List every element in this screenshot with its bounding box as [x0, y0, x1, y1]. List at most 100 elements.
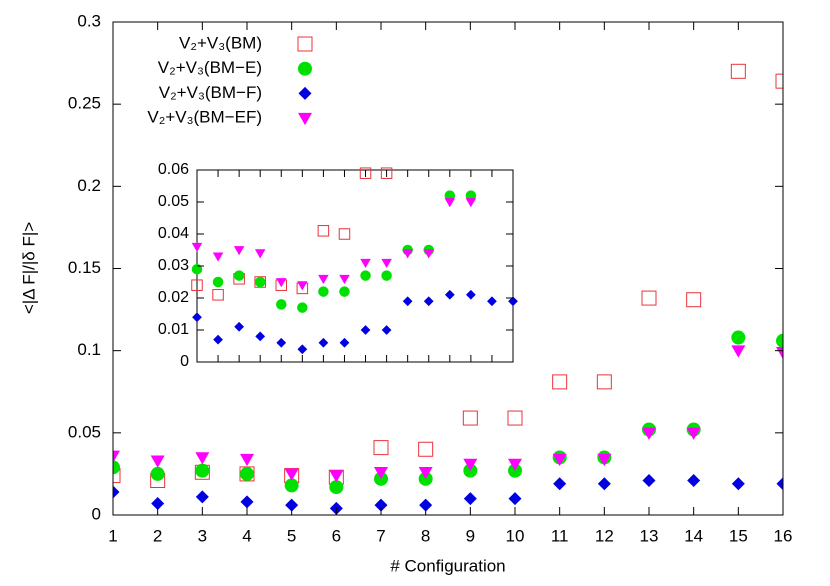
- diamond-marker: [508, 492, 522, 506]
- triangle-marker: [508, 458, 522, 472]
- square-marker: [775, 73, 783, 89]
- circle-marker: [150, 466, 165, 481]
- legend-label: V₂+V₃(BM−EF): [147, 108, 262, 127]
- square-marker: [191, 279, 203, 291]
- diamond-marker: [234, 321, 245, 332]
- x-tick-label: 7: [376, 526, 385, 545]
- circle-marker: [487, 11, 498, 22]
- diamond-marker: [192, 312, 202, 323]
- y-tick-label: 0.05: [68, 422, 101, 441]
- diamond-marker: [276, 337, 287, 348]
- diamond-marker: [553, 477, 567, 491]
- y-tick-label: 0.2: [77, 176, 101, 195]
- diamond-marker: [642, 473, 656, 487]
- triangle-marker: [254, 249, 266, 259]
- circle-marker: [240, 466, 254, 481]
- x-tick-label: 6: [332, 526, 341, 545]
- diamond-marker: [285, 498, 299, 512]
- diamond-marker: [255, 331, 266, 342]
- diamond-marker: [597, 477, 611, 491]
- circle-marker: [276, 299, 287, 310]
- triangle-marker: [597, 453, 612, 467]
- square-marker: [418, 441, 434, 457]
- diamond-marker: [195, 490, 209, 504]
- circle-marker: [339, 286, 350, 297]
- triangle-marker: [276, 278, 287, 288]
- legend-marker: [298, 112, 312, 126]
- diamond-marker: [419, 498, 433, 512]
- triangle-marker: [195, 452, 210, 465]
- circle-marker: [113, 460, 120, 475]
- diamond-marker: [297, 344, 308, 355]
- x-tick-label: 12: [595, 526, 614, 545]
- square-marker: [686, 292, 702, 308]
- triangle-marker: [776, 347, 783, 360]
- triangle-marker: [284, 468, 299, 481]
- triangle-marker: [463, 458, 478, 472]
- legend-marker: [298, 61, 312, 76]
- circle-marker: [297, 302, 308, 313]
- triangle-marker: [212, 252, 224, 262]
- square-marker: [380, 167, 393, 179]
- triangle-marker: [423, 249, 434, 259]
- y-tick-label: 0.15: [68, 258, 101, 277]
- diamond-marker: [339, 337, 350, 348]
- diamond-marker: [508, 296, 518, 307]
- legend-marker: [297, 36, 313, 52]
- diamond-marker: [113, 485, 120, 499]
- inset-y-tick-label: 0.02: [158, 289, 189, 306]
- circle-marker: [776, 333, 783, 348]
- square-marker: [596, 374, 612, 390]
- diamond-marker: [776, 477, 783, 491]
- triangle-marker: [487, 38, 498, 47]
- triangle-marker: [731, 345, 746, 358]
- circle-marker: [318, 286, 329, 297]
- circle-marker: [508, 18, 519, 29]
- square-marker: [462, 410, 478, 426]
- x-tick-label: 2: [153, 526, 162, 545]
- x-tick-label: 13: [640, 526, 659, 545]
- diamond-marker: [465, 289, 476, 300]
- diamond-marker: [731, 477, 745, 491]
- triangle-marker: [329, 470, 344, 483]
- triangle-marker: [686, 427, 701, 440]
- x-tick-label: 8: [421, 526, 430, 545]
- diamond-marker: [360, 325, 371, 335]
- y-axis-label: <|Δ F|/|δ F|>: [19, 222, 38, 314]
- x-tick-label: 10: [506, 526, 525, 545]
- x-tick-label: 14: [684, 526, 703, 545]
- x-tick-label: 16: [774, 526, 793, 545]
- inset-y-tick-label: 0.04: [158, 225, 189, 242]
- y-tick-label: 0.3: [77, 11, 101, 30]
- diamond-marker: [318, 337, 329, 348]
- triangle-marker: [418, 467, 433, 480]
- diamond-marker: [402, 296, 413, 307]
- legend-label: V₂+V₃(BM−E): [158, 58, 262, 77]
- circle-marker: [329, 480, 344, 495]
- triangle-marker: [150, 455, 165, 468]
- diamond-marker: [374, 498, 388, 512]
- square-marker: [359, 167, 372, 179]
- x-tick-label: 4: [242, 526, 251, 545]
- x-tick-label: 1: [108, 526, 117, 545]
- square-marker: [507, 410, 523, 426]
- diamond-marker: [687, 473, 701, 487]
- inset-frame: [196, 169, 514, 363]
- diamond-marker: [463, 492, 477, 506]
- circle-marker: [212, 276, 224, 288]
- square-marker: [373, 440, 389, 456]
- triangle-marker: [240, 453, 254, 467]
- triangle-marker: [297, 281, 308, 291]
- circle-marker: [195, 463, 210, 478]
- square-marker: [423, 98, 434, 109]
- triangle-marker: [552, 453, 567, 467]
- triangle-marker: [508, 41, 519, 50]
- triangle-marker: [642, 427, 656, 440]
- inset-y-tick-label: 0.05: [158, 193, 189, 210]
- diamond-marker: [444, 289, 455, 300]
- inset-y-tick-label: 0.01: [158, 321, 189, 338]
- triangle-marker: [339, 274, 350, 285]
- square-marker: [212, 289, 224, 301]
- y-tick-label: 0.1: [77, 340, 101, 359]
- x-tick-label: 3: [198, 526, 207, 545]
